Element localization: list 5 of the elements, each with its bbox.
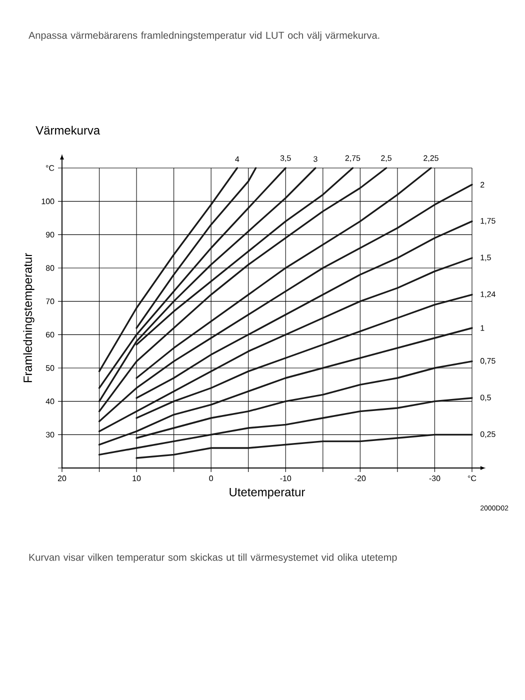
- y-axis-title: Framledningstemperatur: [23, 253, 34, 382]
- text: Anpassa värmebärarens framledningstemperatur vid LUT och välj värmekurva.: [28, 32, 380, 41]
- chart-title: Värmekurva: [36, 126, 100, 135]
- text: Kurvan visar vilken temperatur som skickas ut till värmesystemet vid olika utetemp: [29, 554, 397, 563]
- x-axis-title: Utetemperatur: [230, 488, 305, 499]
